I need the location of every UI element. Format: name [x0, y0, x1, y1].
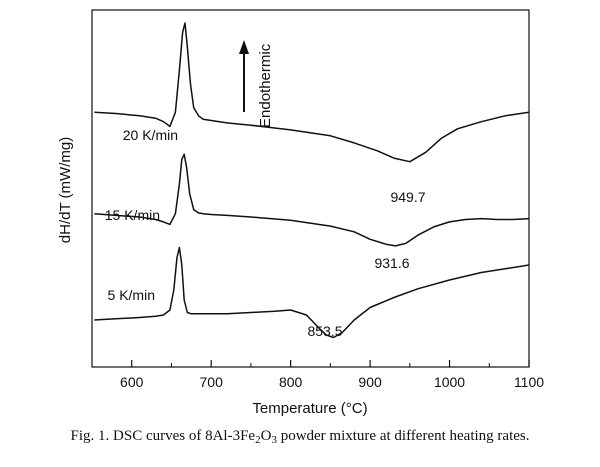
x-axis-tick-labels: 600 700 800 900 1000 1100 — [120, 374, 544, 390]
series-lines — [94, 22, 530, 339]
series-labels: 20 K/min 15 K/min 5 K/min — [105, 127, 178, 303]
endothermic-annotation: Endothermic — [239, 40, 274, 128]
dsc-chart: 600 700 800 900 1000 1100 20 K/min 15 K/min 5 K… — [57, 9, 544, 417]
caption-prefix: Fig. 1. DSC curves of 8Al-3Fe — [70, 428, 256, 444]
endothermic-arrow-head — [239, 40, 249, 54]
x-tick-label-1100: 1100 — [514, 374, 544, 390]
plot-frame — [91, 9, 530, 368]
x-axis-ticks — [91, 360, 530, 367]
x-tick-label-900: 900 — [358, 374, 382, 390]
peak-label-1: 931.6 — [374, 255, 409, 271]
x-tick-label-700: 700 — [200, 374, 224, 390]
x-tick-label-600: 600 — [120, 374, 144, 390]
caption-sub-2: 2 — [255, 434, 261, 446]
series-line-2 — [94, 246, 530, 339]
caption-suffix: powder mixture at different heating rate… — [276, 428, 530, 444]
x-tick-label-800: 800 — [279, 374, 303, 390]
series-label-2: 5 K/min — [108, 287, 155, 303]
x-tick-label-1000: 1000 — [434, 374, 465, 390]
x-axis-label: Temperature (°C) — [252, 400, 367, 417]
y-axis-label: dH/dT (mW/mg) — [57, 137, 74, 243]
peak-labels: 949.7 931.6 853.5 — [307, 189, 425, 339]
series-label-1: 15 K/min — [105, 207, 160, 223]
series-line-1 — [94, 153, 530, 247]
endothermic-label: Endothermic — [257, 43, 274, 128]
plot-area — [91, 9, 530, 368]
caption-o: O — [260, 428, 272, 444]
series-line-0 — [94, 22, 530, 163]
figure-caption: Fig. 1. DSC curves of 8Al-3Fe2O3 powder … — [0, 428, 600, 446]
series-label-0: 20 K/min — [123, 127, 178, 143]
peak-label-0: 949.7 — [390, 189, 425, 205]
caption-sub-3: 3 — [271, 434, 277, 446]
peak-label-2: 853.5 — [307, 323, 342, 339]
